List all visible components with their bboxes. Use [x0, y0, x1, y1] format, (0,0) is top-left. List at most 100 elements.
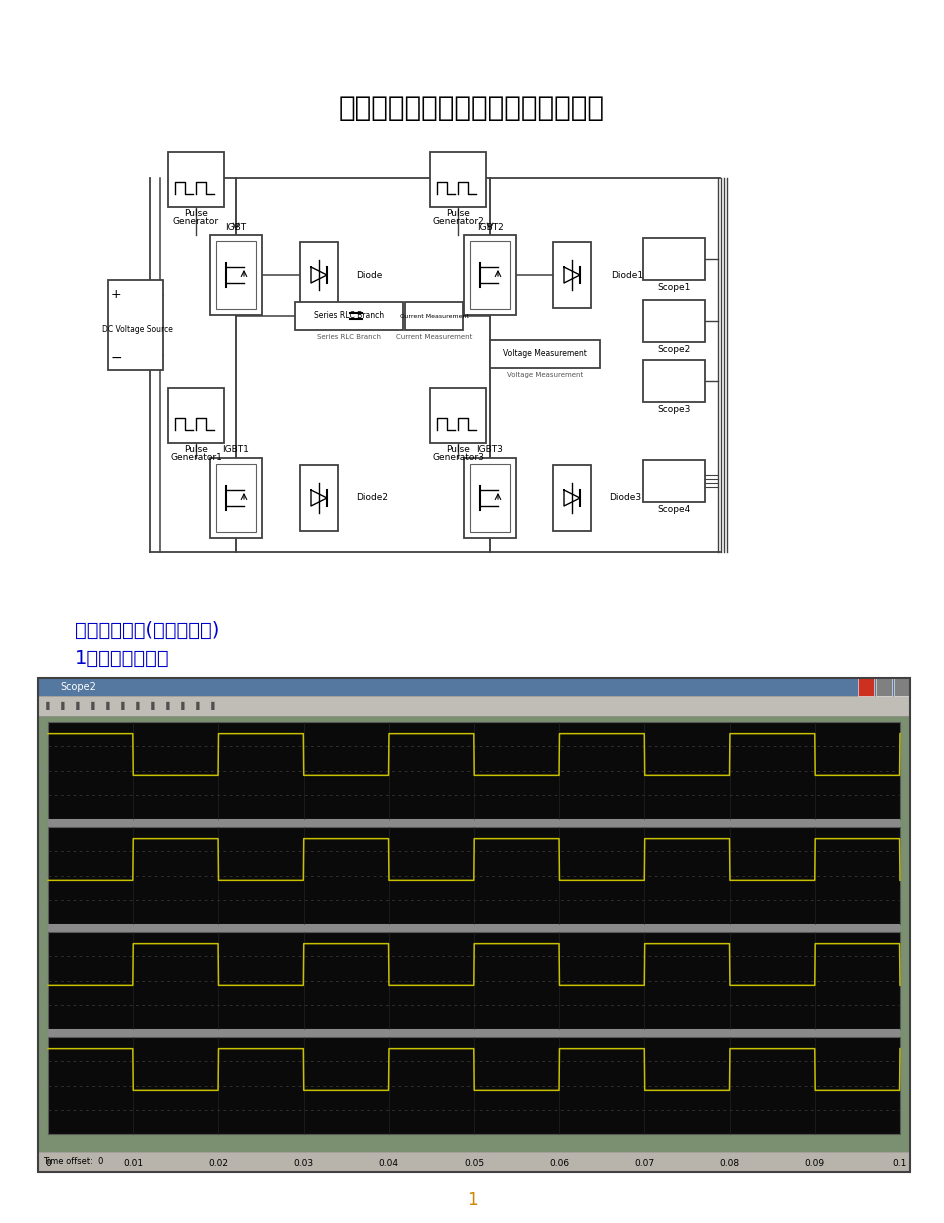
Text: Pulse: Pulse	[184, 444, 208, 454]
Bar	[48, 827, 899, 925]
Text: 0: 0	[40, 766, 45, 775]
Bar	[48, 1029, 899, 1037]
Text: 0.08: 0.08	[718, 1159, 739, 1168]
Bar	[108, 280, 162, 371]
Text: ▐: ▐	[58, 702, 64, 711]
Text: ▐: ▐	[88, 702, 94, 711]
Bar	[430, 388, 485, 443]
Bar	[642, 300, 704, 342]
Text: 1: 1	[41, 1044, 45, 1053]
Text: Pulse: Pulse	[184, 208, 208, 218]
Bar	[48, 819, 899, 827]
Text: −: −	[110, 351, 122, 364]
Bar	[38, 1152, 909, 1172]
Bar	[893, 678, 909, 696]
Text: Scope4: Scope4	[657, 505, 690, 515]
Text: 1、正常逆变电路: 1、正常逆变电路	[75, 648, 169, 668]
Bar	[552, 465, 590, 531]
Bar	[857, 678, 873, 696]
Text: IGBT3: IGBT3	[476, 445, 503, 455]
Bar	[430, 152, 485, 207]
Text: 0.06: 0.06	[548, 1159, 568, 1168]
Text: Generator1: Generator1	[170, 453, 222, 461]
Text: 0.1: 0.1	[892, 1159, 906, 1168]
Bar	[299, 242, 338, 308]
Text: Time offset:  0: Time offset: 0	[43, 1157, 103, 1167]
Text: 0: 0	[45, 1159, 51, 1168]
Text: 0.07: 0.07	[633, 1159, 654, 1168]
Text: DC Voltage Source: DC Voltage Source	[102, 325, 173, 335]
Bar	[38, 678, 909, 696]
Text: ▐: ▐	[118, 702, 124, 711]
Bar	[38, 715, 909, 1152]
Text: 1: 1	[41, 939, 45, 948]
Text: 0.09: 0.09	[804, 1159, 824, 1168]
Bar	[490, 340, 599, 368]
Text: Series RLC Branch: Series RLC Branch	[313, 312, 383, 320]
Bar	[464, 457, 515, 538]
Bar	[38, 678, 909, 1172]
Text: 0.01: 0.01	[123, 1159, 143, 1168]
Bar	[875, 678, 891, 696]
Bar	[299, 465, 338, 531]
Bar	[405, 302, 463, 330]
Bar	[216, 241, 256, 309]
Text: 第一部分：单相电压型全桥逆变电路: 第一部分：单相电压型全桥逆变电路	[339, 94, 604, 122]
Bar	[464, 235, 515, 316]
Text: Generator: Generator	[173, 216, 219, 225]
Text: +: +	[110, 289, 121, 302]
Text: Current Measurement: Current Measurement	[399, 313, 468, 318]
Text: ▐: ▐	[73, 702, 79, 711]
Bar	[295, 302, 402, 330]
Bar	[48, 1037, 899, 1134]
Text: Voltage Measurement: Voltage Measurement	[502, 350, 586, 358]
Text: Series RLC Branch: Series RLC Branch	[316, 334, 380, 340]
Text: 1: 1	[41, 834, 45, 843]
Bar	[552, 242, 590, 308]
Text: Scope1: Scope1	[657, 284, 690, 292]
Bar	[48, 932, 899, 1029]
Bar	[210, 235, 261, 316]
Text: Diode1: Diode1	[611, 270, 643, 280]
Bar	[48, 925, 899, 932]
Text: ▐: ▐	[193, 702, 199, 711]
Text: Current Measurement: Current Measurement	[396, 334, 472, 340]
Bar	[48, 722, 899, 819]
Text: 一、逆变电路(纯电阻负载): 一、逆变电路(纯电阻负载)	[75, 620, 219, 640]
Text: ▐: ▐	[103, 702, 110, 711]
Text: ▐: ▐	[147, 702, 154, 711]
Text: ▐: ▐	[162, 702, 169, 711]
Text: Voltage Measurement: Voltage Measurement	[506, 372, 582, 378]
Text: -1: -1	[38, 1013, 45, 1022]
Text: 0.02: 0.02	[209, 1159, 228, 1168]
Bar	[38, 696, 909, 715]
Text: Scope2: Scope2	[59, 682, 95, 692]
Bar	[216, 464, 256, 532]
Text: Scope3: Scope3	[657, 406, 690, 415]
Text: Diode3: Diode3	[608, 494, 640, 503]
Bar	[168, 388, 224, 443]
Text: 0: 0	[40, 976, 45, 985]
Bar	[168, 152, 224, 207]
Text: 0: 0	[40, 1081, 45, 1090]
Text: ▐: ▐	[132, 702, 139, 711]
Text: Scope2: Scope2	[657, 346, 690, 355]
Text: -1: -1	[38, 1118, 45, 1126]
Text: -1: -1	[38, 802, 45, 812]
Text: 0.03: 0.03	[294, 1159, 313, 1168]
Text: Generator3: Generator3	[431, 453, 483, 461]
Text: 0: 0	[40, 871, 45, 881]
Bar	[469, 241, 510, 309]
Text: 0.05: 0.05	[464, 1159, 483, 1168]
Text: 0.04: 0.04	[379, 1159, 398, 1168]
Text: IGBT: IGBT	[226, 223, 246, 231]
Bar	[642, 460, 704, 501]
Text: ▐: ▐	[42, 702, 49, 711]
Bar	[642, 360, 704, 402]
Text: IGBT2: IGBT2	[476, 223, 503, 231]
Text: Generator2: Generator2	[431, 216, 483, 225]
Text: Diode2: Diode2	[356, 494, 388, 503]
Text: ▐: ▐	[208, 702, 214, 711]
Text: Pulse: Pulse	[446, 444, 469, 454]
Bar	[469, 464, 510, 532]
